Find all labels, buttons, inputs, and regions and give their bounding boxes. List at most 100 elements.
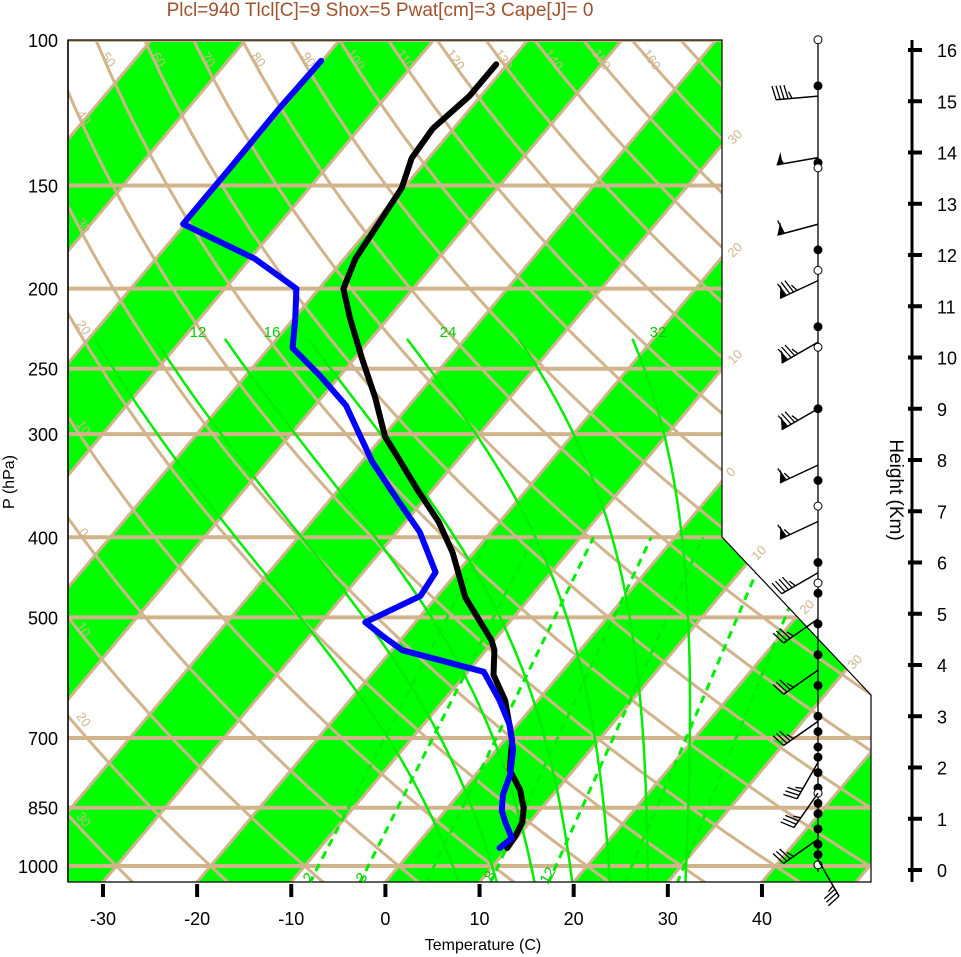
- dry-adiabat-label: 10: [73, 619, 94, 639]
- barb-staff: [781, 572, 819, 595]
- wind-barb: [777, 464, 819, 484]
- wind-barb: [777, 408, 819, 431]
- barb-staff: [781, 408, 819, 431]
- height-tick-label: 6: [937, 554, 947, 574]
- height-tick-label: 9: [937, 400, 947, 420]
- isotherm-line: [756, 40, 871, 882]
- barb-feather: [771, 85, 777, 100]
- level-dot: [813, 711, 823, 721]
- mixing-ratio-line: [488, 536, 653, 882]
- height-tick-label: 5: [937, 605, 947, 625]
- height-tick-label: 14: [937, 144, 957, 164]
- isotherm-band: [757, 40, 871, 882]
- barb-feather: [775, 732, 788, 744]
- barb-feather: [777, 220, 785, 234]
- barb-feather: [783, 84, 789, 99]
- isotherm-line: [68, 40, 263, 882]
- moist-adiabat: [307, 338, 574, 882]
- barb-feather: [772, 735, 785, 746]
- dry-adiabat: [68, 40, 713, 882]
- height-tick-label: 1: [937, 810, 947, 830]
- wind-barb: [777, 341, 819, 364]
- grid-lines: [68, 40, 871, 882]
- dry-adiabat: [289, 40, 871, 882]
- barb-feather: [823, 888, 836, 900]
- dry-adiabat-label: 120: [443, 46, 468, 72]
- isotherm-line: [662, 40, 871, 882]
- mixing-ratio-line: [307, 536, 491, 882]
- barb-staff: [783, 618, 819, 644]
- barb-feather: [787, 91, 793, 99]
- height-tick-label: 8: [937, 451, 947, 471]
- chart-title: Plcl=940 Tlcl[C]=9 Shox=5 Pwat[cm]=3 Cap…: [167, 0, 594, 21]
- height-tick-label: 2: [937, 759, 947, 779]
- barb-feather: [786, 851, 794, 858]
- mixing-ratio-label: 2: [300, 870, 319, 886]
- level-dot: [813, 245, 823, 255]
- barb-staff: [783, 720, 819, 747]
- barb-staff: [781, 341, 819, 364]
- barb-feather: [775, 85, 781, 100]
- dry-adiabat-label: 90: [298, 49, 319, 69]
- level-dot: [813, 824, 823, 834]
- barb-staff: [777, 223, 819, 236]
- dry-adiabat: [68, 40, 330, 882]
- barb-feather: [788, 580, 796, 587]
- barb-feather: [779, 85, 785, 100]
- wind-barb: [771, 84, 819, 101]
- dry-adiabat: [143, 40, 871, 882]
- barb-feather: [771, 582, 783, 595]
- temperature-line: [340, 61, 527, 851]
- isotherm-label: 20: [724, 239, 745, 260]
- isotherm-band: [68, 40, 450, 882]
- barb-flag: [777, 221, 784, 236]
- dry-adiabat: [68, 40, 522, 882]
- level-dot: [813, 850, 823, 860]
- wind-barb: [772, 618, 819, 644]
- barb-feather: [779, 628, 791, 639]
- temperature-tick-label: 30: [658, 909, 678, 929]
- barb-feather: [791, 348, 799, 355]
- level-circle: [813, 578, 823, 588]
- x-axis-label: Temperature (C): [425, 937, 541, 954]
- wind-barb: [772, 720, 819, 747]
- barb-staff: [779, 279, 819, 300]
- isotherm-line: [285, 40, 871, 882]
- barb-feather: [777, 415, 789, 427]
- barb-staff: [793, 792, 819, 828]
- dry-adiabat-label: 20: [73, 317, 94, 337]
- dry-adiabat: [68, 40, 617, 882]
- dry-adiabat-label: 20: [73, 709, 94, 729]
- pressure-tick-label: 150: [28, 176, 58, 196]
- temperature-tick-label: -30: [90, 909, 116, 929]
- barb-feather: [787, 786, 802, 793]
- barb-feather: [786, 631, 794, 637]
- moist-adiabat: [223, 338, 537, 882]
- wind-barb: [777, 220, 819, 236]
- isotherm-label: 10: [748, 542, 769, 563]
- temperature-tick-label: -10: [278, 909, 304, 929]
- moist-adiabat-label: 12: [190, 324, 207, 341]
- pressure-tick-label: 500: [28, 608, 58, 628]
- pressure-tick-label: 850: [28, 799, 58, 819]
- wind-barb: [771, 572, 819, 595]
- dry-adiabat-label: 70: [198, 49, 219, 69]
- temperature-tick-label: -20: [184, 909, 210, 929]
- barb-feather: [784, 280, 795, 293]
- height-tick-label: 16: [937, 41, 957, 61]
- level-dot: [813, 322, 823, 332]
- height-tick-label: 11: [937, 297, 956, 317]
- barb-feather: [783, 793, 798, 800]
- level-circle: [813, 163, 823, 173]
- barb-feather: [779, 848, 791, 860]
- barb-feather: [780, 821, 795, 829]
- barb-feather: [827, 895, 840, 907]
- level-dot: [813, 768, 823, 778]
- dry-adiabat-label: 10: [73, 417, 94, 437]
- level-dot: [813, 588, 823, 598]
- dry-adiabat-label: 80: [248, 49, 269, 69]
- moist-adiabat: [517, 338, 649, 882]
- height-tick-label: 13: [937, 195, 957, 215]
- level-dot: [813, 81, 823, 91]
